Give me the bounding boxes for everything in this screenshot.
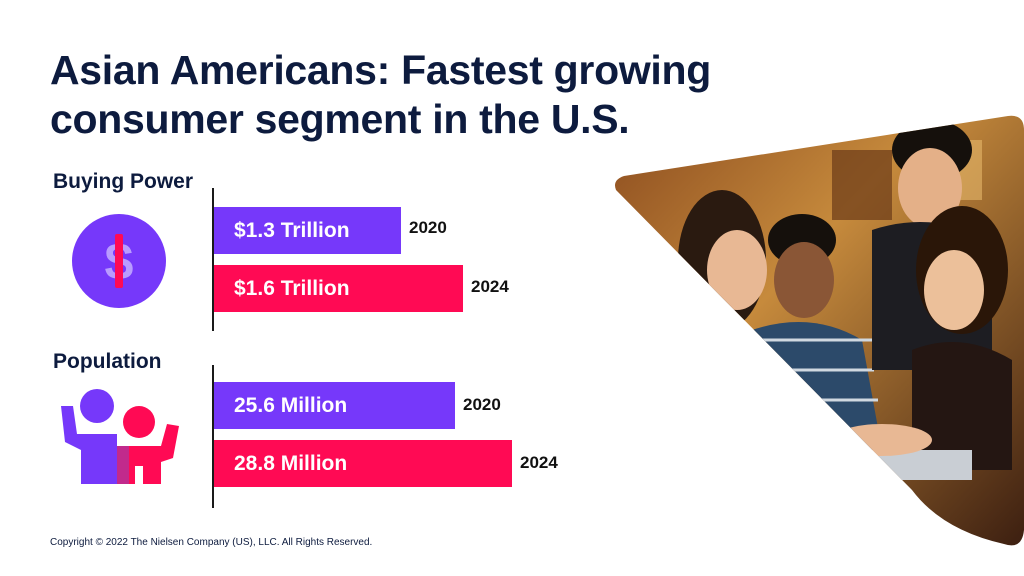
population-axis: [212, 365, 214, 508]
buying-power-bar-2020: $1.3 Trillion: [214, 207, 401, 254]
copyright-text: Copyright © 2022 The Nielsen Company (US…: [50, 537, 373, 548]
population-year-2020: 2020: [463, 395, 501, 414]
buying-power-bar-2024: $1.6 Trillion: [214, 265, 463, 312]
page-title: Asian Americans: Fastest growing consume…: [50, 47, 711, 142]
buying-power-bar-2024-label: $1.6 Trillion: [234, 276, 350, 300]
group-photo: [612, 110, 1024, 555]
buying-power-label: Buying Power: [53, 170, 194, 193]
population-bar-2020: 25.6 Million: [214, 382, 455, 429]
population-year-2024: 2024: [520, 453, 558, 472]
population-bar-2024: 28.8 Million: [214, 440, 512, 487]
buying-power-year-2024: 2024: [471, 277, 509, 296]
buying-power-bar-2020-label: $1.3 Trillion: [234, 218, 350, 242]
buying-power-axis: [212, 188, 214, 331]
dollar-coin-icon: $: [72, 214, 166, 313]
population-bar-2020-label: 25.6 Million: [234, 393, 348, 417]
people-group-icon: [55, 388, 181, 491]
buying-power-year-2020: 2020: [409, 218, 447, 237]
population-bar-2024-label: 28.8 Million: [234, 451, 348, 475]
population-label: Population: [53, 350, 162, 373]
